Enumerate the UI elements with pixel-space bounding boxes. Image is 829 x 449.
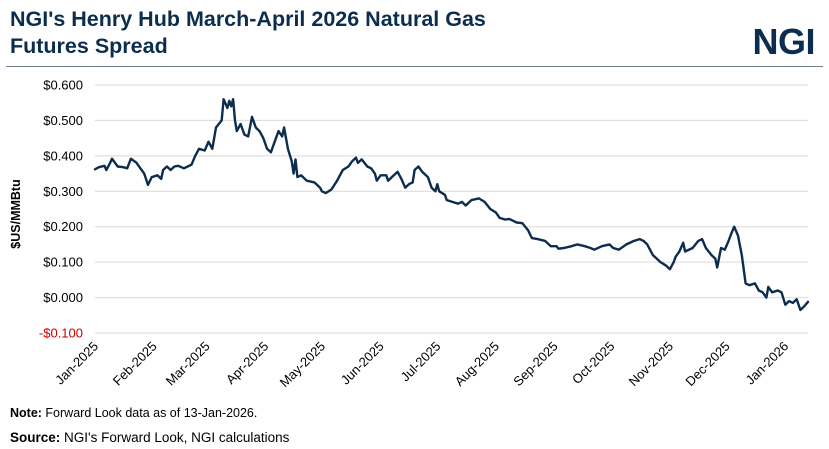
y-tick-label: -$0.100	[39, 326, 83, 341]
grid-layer	[95, 84, 808, 334]
y-tick-label: $0.300	[43, 184, 83, 199]
x-tick-label: Dec-2025	[682, 339, 732, 389]
y-tick-labels: $0.600 $0.500 $0.400 $0.300 $0.200 $0.100 $0.0…	[39, 78, 83, 341]
chart-title: NGI's Henry Hub March-April 2026 Natural…	[10, 6, 710, 60]
x-tick-label: Sep-2025	[510, 339, 560, 389]
x-tick-label: Jun-2025	[338, 339, 387, 388]
x-tick-label: Feb-2025	[110, 339, 160, 389]
title-divider	[6, 66, 823, 67]
y-tick-label: $0.500	[43, 113, 83, 128]
x-tick-label: Nov-2025	[626, 339, 676, 389]
x-tick-label: Aug-2025	[452, 339, 502, 389]
chart-title-line-2: Futures Spread	[10, 34, 168, 58]
source-line: Source: NGI's Forward Look, NGI calculat…	[10, 430, 289, 445]
line-chart: $0.600 $0.500 $0.400 $0.300 $0.200 $0.100 $0.0…	[9, 78, 810, 390]
source-text: NGI's Forward Look, NGI calculations	[60, 430, 290, 445]
series-line	[93, 98, 810, 312]
x-tick-label: Mar-2025	[163, 339, 213, 389]
y-tick-label: $0.200	[43, 219, 83, 234]
x-tick-labels: Jan-2025 Feb-2025 Mar-2025 Apr-2025 May-2025…	[52, 339, 791, 390]
ngi-logo: NGI	[752, 21, 815, 62]
source-label: Source:	[10, 430, 61, 445]
y-tick-label: $0.100	[43, 255, 83, 270]
y-tick-label: $0.400	[43, 148, 83, 163]
note-text: Forward Look data as of 13-Jan-2026.	[41, 406, 258, 420]
x-tick-label: Jan-2026	[742, 339, 791, 388]
x-tick-label: Apr-2025	[223, 339, 271, 387]
x-tick-label: Oct-2025	[569, 339, 617, 387]
y-tick-label: $0.600	[43, 78, 83, 93]
footnote: Note: Forward Look data as of 13-Jan-202…	[10, 406, 257, 420]
x-tick-label: Jan-2025	[52, 339, 101, 388]
y-axis-label: $US/MMBtu	[9, 179, 23, 248]
x-tick-label: May-2025	[277, 339, 328, 390]
x-tick-label: Jul-2025	[398, 339, 444, 385]
chart-title-line-1: NGI's Henry Hub March-April 2026 Natural…	[10, 7, 486, 31]
y-tick-label: $0.000	[43, 290, 83, 305]
note-label: Note:	[10, 406, 42, 420]
